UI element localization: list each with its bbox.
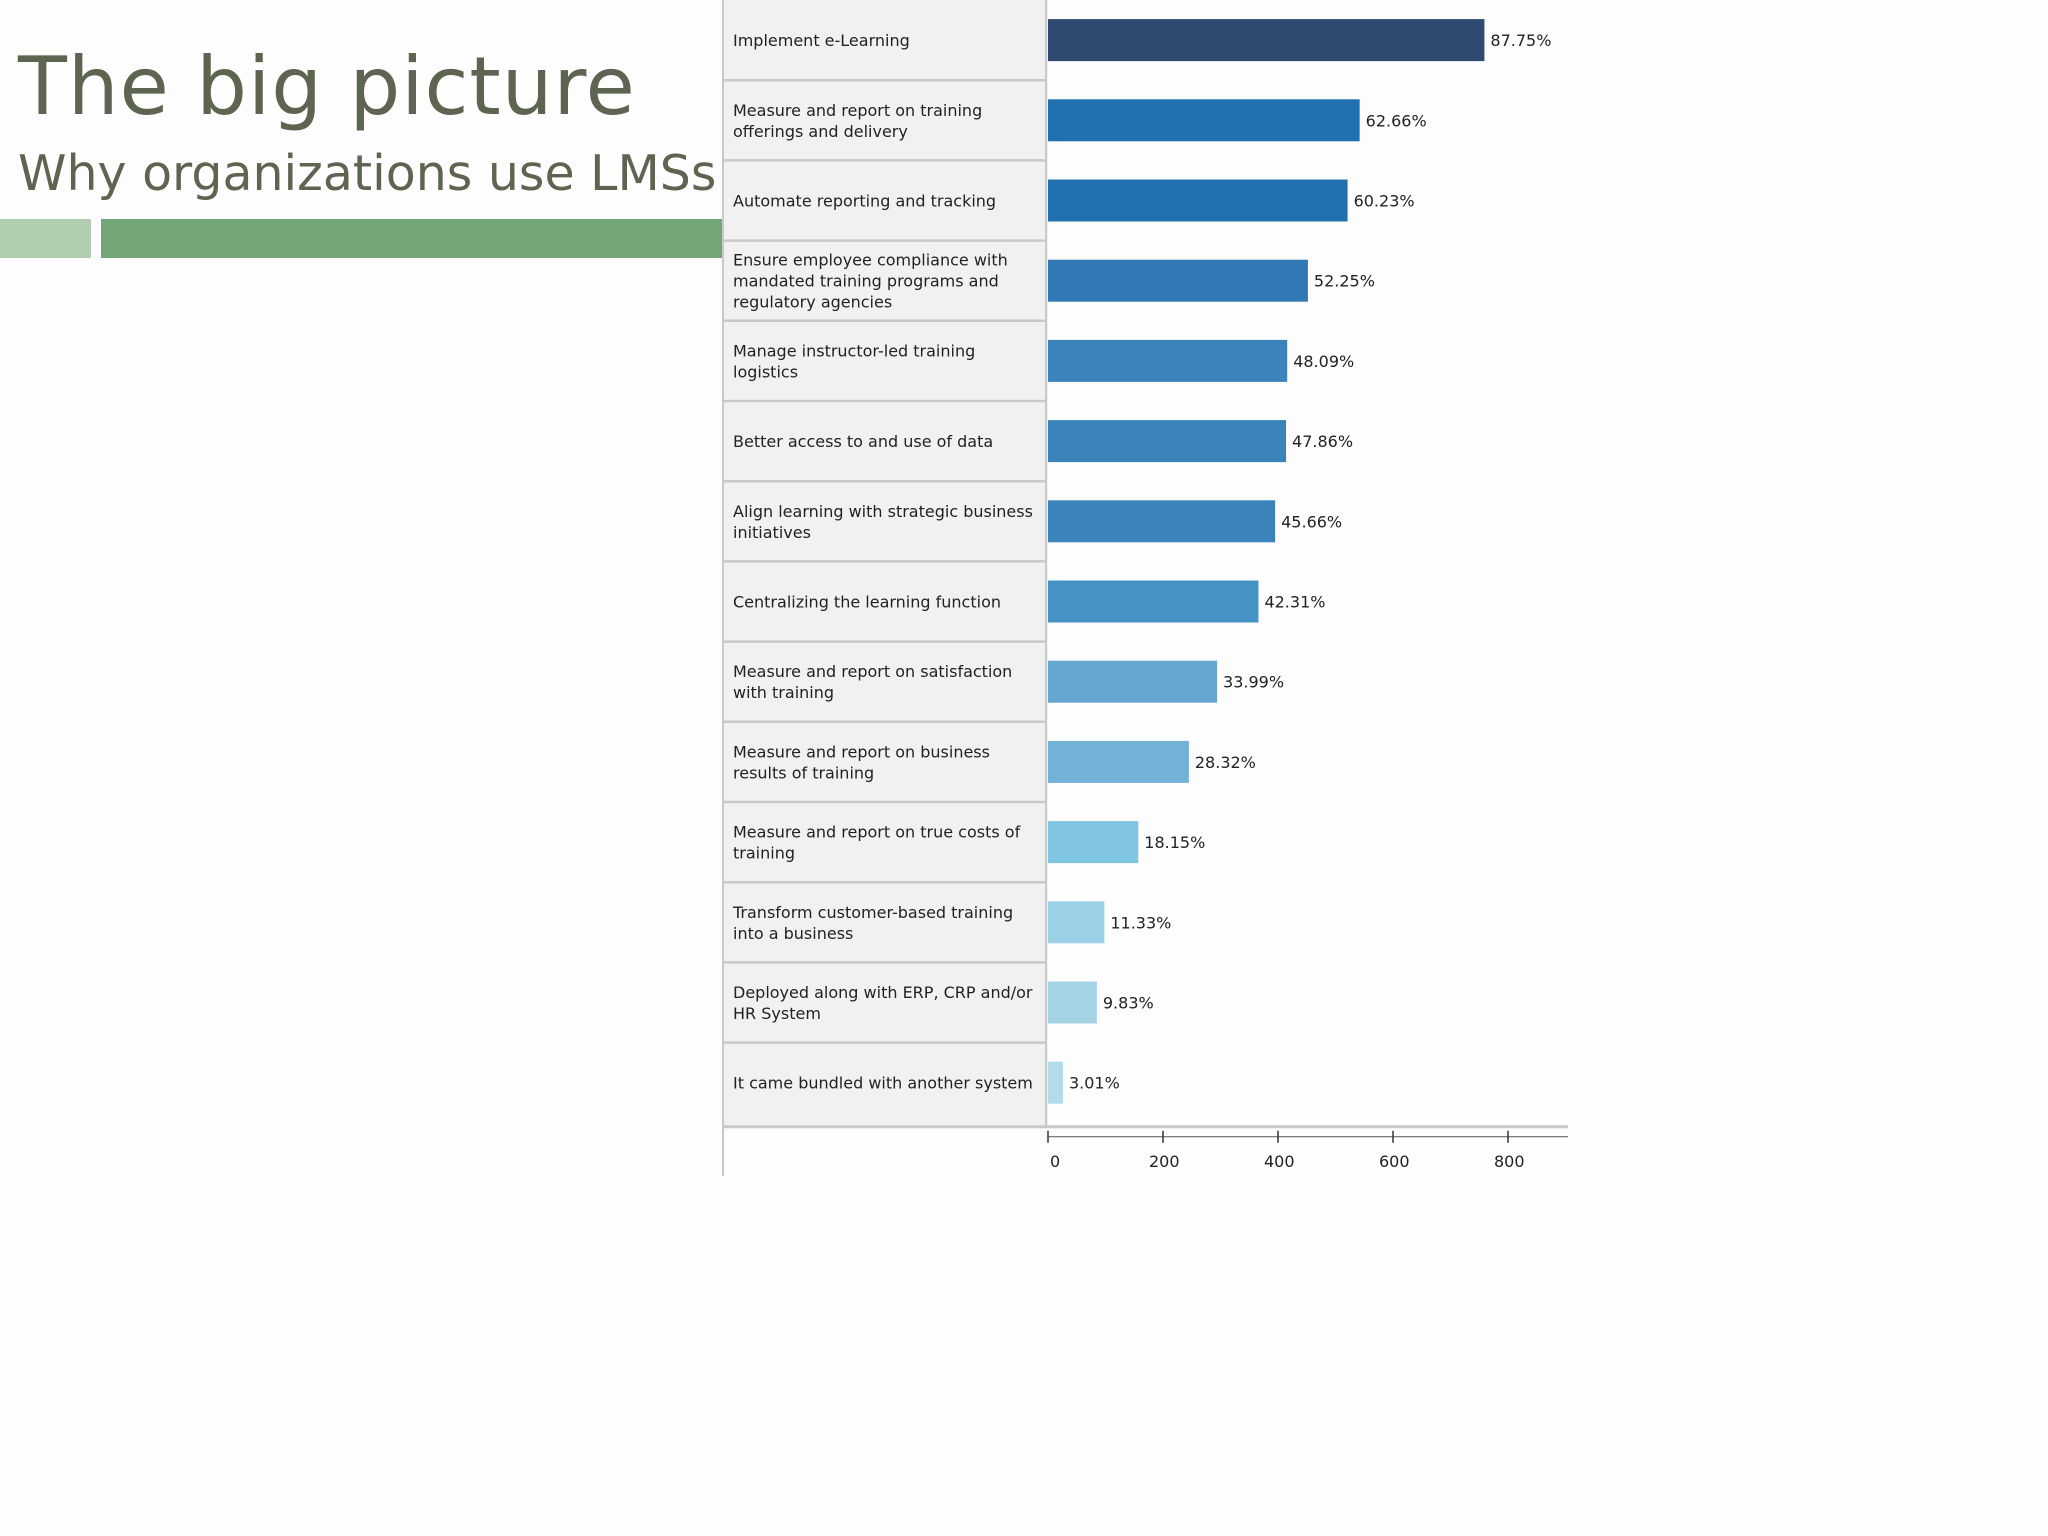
- category-label: Manage instructor-led training logistics: [733, 341, 975, 381]
- category-label-line: into a business: [733, 924, 853, 943]
- bar: [1048, 19, 1485, 62]
- bar: [1048, 981, 1097, 1024]
- category-label: Better access to and use of data: [733, 432, 993, 451]
- data-label: 52.25%: [1314, 272, 1375, 291]
- category-label-line: It came bundled with another system: [733, 1074, 1033, 1093]
- data-label: 42.31%: [1264, 593, 1325, 612]
- accent-bar-dark: [101, 219, 723, 258]
- bar: [1048, 420, 1287, 463]
- x-tick-label: 600: [1379, 1152, 1410, 1171]
- category-label: Automate reporting and tracking: [733, 192, 996, 211]
- bar: [1048, 821, 1139, 864]
- category-label-line: Better access to and use of data: [733, 432, 993, 451]
- data-label: 47.86%: [1292, 432, 1353, 451]
- category-label-line: results of training: [733, 763, 874, 782]
- category-label-line: regulatory agencies: [733, 293, 892, 312]
- category-label-line: Ensure employee compliance with: [733, 251, 1008, 270]
- slide-subtitle: Why organizations use LMSs: [18, 145, 717, 202]
- bar: [1048, 901, 1105, 944]
- accent-bar-light: [0, 219, 91, 258]
- category-label-panel: [722, 0, 1048, 1127]
- data-label: 11.33%: [1110, 913, 1171, 932]
- category-label-line: Deployed along with ERP, CRP and/or: [733, 983, 1033, 1002]
- category-label-line: Centralizing the learning function: [733, 593, 1001, 612]
- category-label-line: Manage instructor-led training: [733, 341, 975, 360]
- category-label: Deployed along with ERP, CRP and/or HR Sy…: [733, 983, 1033, 1023]
- data-label: 28.32%: [1195, 753, 1256, 772]
- category-label-line: training: [733, 844, 795, 863]
- category-label-line: with training: [733, 683, 834, 702]
- category-label-line: logistics: [733, 362, 798, 381]
- category-label-line: Measure and report on training: [733, 101, 982, 120]
- data-label: 62.66%: [1366, 111, 1427, 130]
- category-label-line: Measure and report on true costs of: [733, 823, 1021, 842]
- category-label: Ensure employee compliance with mandated …: [733, 251, 1008, 312]
- category-label-line: Implement e-Learning: [733, 31, 910, 50]
- category-label: Transform customer-based training into a …: [732, 903, 1013, 943]
- data-label: 60.23%: [1354, 192, 1415, 211]
- category-label-line: HR System: [733, 1004, 821, 1023]
- data-label: 45.66%: [1281, 512, 1342, 531]
- data-label: 33.99%: [1223, 673, 1284, 692]
- data-label: 48.09%: [1293, 352, 1354, 371]
- category-label: Align learning with strategic business in…: [733, 502, 1033, 542]
- category-label-line: initiatives: [733, 523, 811, 542]
- category-label: It came bundled with another system: [733, 1074, 1033, 1093]
- x-tick-label: 0: [1050, 1152, 1060, 1171]
- bar: [1048, 660, 1218, 703]
- bar: [1048, 339, 1288, 382]
- category-label: Implement e-Learning: [733, 31, 910, 50]
- horizontal-bar-chart: Implement e-Learning Measure and report o…: [722, 0, 1568, 1176]
- bar: [1048, 740, 1189, 783]
- category-label: Centralizing the learning function: [733, 593, 1001, 612]
- category-label-line: Align learning with strategic business: [733, 502, 1033, 521]
- category-label-line: offerings and delivery: [733, 122, 908, 141]
- bar: [1048, 580, 1259, 623]
- category-label-line: Transform customer-based training: [732, 903, 1013, 922]
- data-label: 87.75%: [1490, 31, 1551, 50]
- x-tick-label: 200: [1149, 1152, 1180, 1171]
- x-tick-label: 400: [1264, 1152, 1295, 1171]
- bar: [1048, 1061, 1063, 1104]
- category-label: Measure and report on training offerings …: [733, 101, 982, 141]
- bar: [1048, 500, 1276, 543]
- bar: [1048, 179, 1348, 222]
- x-tick-label: 800: [1494, 1152, 1525, 1171]
- data-label: 3.01%: [1069, 1074, 1120, 1093]
- category-label: Measure and report on satisfaction with t…: [733, 662, 1012, 702]
- bar: [1048, 99, 1360, 142]
- slide-title: The big picture: [18, 40, 636, 133]
- category-label: Measure and report on true costs of train…: [733, 823, 1021, 863]
- data-label: 9.83%: [1103, 994, 1154, 1013]
- category-label: Measure and report on business results of…: [733, 742, 990, 782]
- bar: [1048, 259, 1308, 302]
- category-label-line: Measure and report on satisfaction: [733, 662, 1012, 681]
- data-label: 18.15%: [1144, 833, 1205, 852]
- category-label-line: Automate reporting and tracking: [733, 192, 996, 211]
- category-label-line: Measure and report on business: [733, 742, 990, 761]
- category-label-line: mandated training programs and: [733, 272, 999, 291]
